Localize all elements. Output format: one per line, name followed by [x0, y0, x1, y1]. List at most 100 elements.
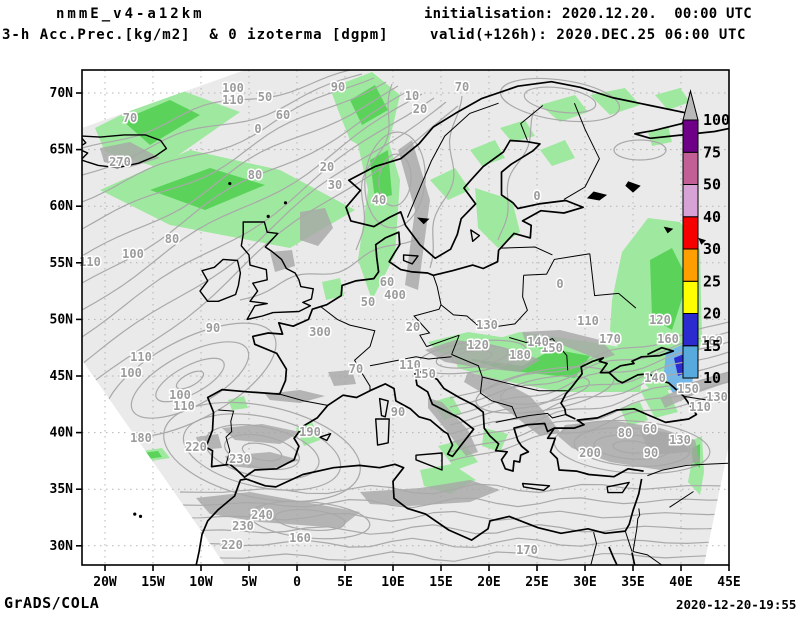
contour-line	[163, 401, 361, 503]
contour-label: 10	[405, 89, 419, 103]
lake	[625, 181, 641, 193]
lat-tick-label: 30N	[50, 539, 74, 554]
contour-label: 60	[380, 275, 394, 289]
lake	[417, 217, 430, 225]
small-island	[228, 181, 232, 186]
contour-label: 110	[399, 358, 421, 372]
precip-patch	[540, 95, 588, 122]
contour-label: 110	[79, 255, 101, 269]
country-border	[563, 103, 600, 200]
grads-credit: GrADS/COLA	[4, 594, 100, 612]
small-island	[133, 512, 137, 516]
contour-line	[179, 497, 729, 509]
lake	[698, 237, 706, 245]
west-blacksea-coast	[560, 357, 609, 420]
contour-label: 120	[649, 313, 671, 327]
contour-label: 0	[254, 122, 261, 136]
lon-tick-label: 5W	[241, 575, 257, 590]
country-border	[523, 253, 590, 276]
gotland-coast	[470, 229, 481, 242]
contour-label: 180	[130, 431, 152, 445]
contour-line	[82, 73, 363, 176]
levant-north-africa-coast	[195, 463, 643, 565]
country-border	[632, 508, 641, 552]
terrain-patch	[428, 398, 478, 456]
colorbar-segment	[682, 184, 699, 218]
gulf-of-suez-coast	[608, 546, 618, 565]
contour-line	[378, 153, 412, 207]
domain-cut-corner	[82, 360, 225, 565]
colorbar-segment	[682, 216, 699, 250]
contour-line	[249, 500, 371, 540]
atlantic-baltic-scandinavia-coast	[204, 80, 729, 479]
mallorca-coast	[319, 433, 332, 442]
contour-line	[435, 345, 509, 369]
contour-label: 80	[248, 168, 262, 182]
country-border	[500, 246, 553, 256]
contour-label: 160	[701, 334, 723, 348]
contour-label: 50	[361, 295, 375, 309]
contour-label: 230	[232, 519, 254, 533]
contour-label: 100	[120, 366, 142, 380]
contour-label: 20	[406, 320, 420, 334]
contour-label: 400	[384, 288, 406, 302]
precip-patch	[470, 140, 505, 166]
lon-tick-label: 35E	[621, 575, 644, 590]
corsica-coast	[378, 397, 389, 418]
contour-line	[182, 413, 342, 491]
model-title: nmmE_v4-a12km	[56, 6, 205, 22]
contour-line	[613, 139, 667, 161]
lon-tick-label: 5E	[337, 575, 353, 590]
lat-tick-label: 65N	[50, 143, 74, 158]
country-border	[624, 530, 633, 552]
contour-label: 140	[644, 371, 666, 385]
contour-label: 110	[130, 350, 152, 364]
terrain-patch	[196, 434, 222, 450]
small-island	[138, 514, 143, 518]
precip-patch	[150, 168, 265, 210]
init-time-label: initialisation: 2020.12.20. 00:00 UTC	[424, 6, 752, 22]
axes: 20W 15W 10W 5W 0 5E 10E 15E 20E 25E 30E 35E 40E 45E 30…	[50, 86, 741, 590]
contour-line	[82, 89, 411, 284]
precip-patch	[322, 278, 344, 300]
contour-label: 90	[331, 80, 345, 94]
small-island	[266, 214, 270, 218]
contour-label: 80	[165, 232, 179, 246]
contour-line	[429, 95, 463, 269]
lat-tick-label: 70N	[50, 86, 74, 101]
contour-label: 180	[509, 348, 531, 362]
creation-timestamp: 2020-12-20-19:55	[676, 597, 797, 612]
gulf-of-aqaba-coast	[631, 552, 636, 565]
colorbar-level-label: 100	[703, 111, 730, 129]
lat-tick-label: 60N	[50, 199, 74, 214]
lat-tick-label: 50N	[50, 312, 74, 327]
contour-label: 300	[309, 325, 331, 339]
contour-label: 270	[109, 155, 131, 169]
lat-tick-label: 55N	[50, 256, 74, 271]
contour-label: 230	[229, 452, 251, 466]
mediterranean-blacksea-coast	[244, 346, 698, 478]
lon-tick-label: 10E	[381, 575, 404, 590]
contour-label: 160	[289, 531, 311, 545]
contour-label: 110	[222, 93, 244, 107]
colorbar-level-label: 30	[703, 240, 721, 258]
precip-patch	[475, 188, 520, 248]
contour-label: 110	[577, 314, 599, 328]
country-border	[479, 377, 518, 423]
lon-tick-label: 20W	[93, 575, 117, 590]
sardinia-coast	[375, 418, 390, 446]
contour-label: 120	[467, 338, 489, 352]
colorbar-legend: 10 15 20 25 30 40 50 75 100	[682, 89, 730, 387]
country-border	[683, 395, 720, 403]
lat-tick-label: 40N	[50, 426, 74, 441]
precip-patch	[430, 168, 470, 200]
country-border	[440, 275, 528, 327]
contour-line	[239, 237, 421, 301]
coastlines	[82, 80, 729, 565]
country-border	[520, 105, 544, 141]
contour-label: 140	[527, 335, 549, 349]
country-border	[451, 354, 568, 392]
country-border	[589, 253, 637, 309]
precip-patch	[350, 85, 388, 125]
